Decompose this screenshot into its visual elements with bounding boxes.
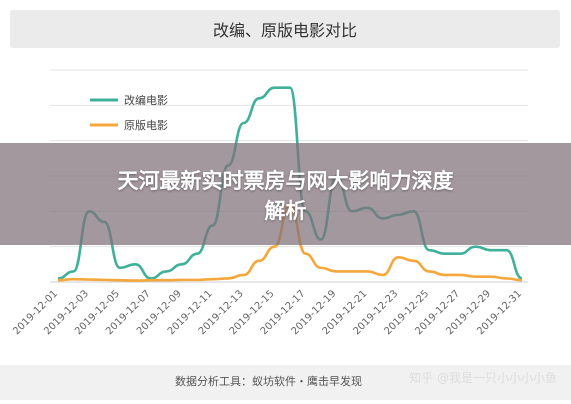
chart-title-bar: 改编、原版电影对比 xyxy=(10,10,560,48)
data-source-text: 数据分析工具：蚁坊软件・鹰击早发现 xyxy=(175,375,362,388)
legend-label: 原版电影 xyxy=(124,118,168,132)
watermark: 知乎 @我是一只小小小小鱼 xyxy=(409,371,557,385)
legend-label: 改编电影 xyxy=(124,93,168,107)
series-line xyxy=(57,86,523,280)
headline-text: 天河最新实时票房与网大影响力深度 解析 xyxy=(10,166,561,226)
chart-title: 改编、原版电影对比 xyxy=(212,21,357,40)
headline-line-2: 解析 xyxy=(264,199,307,223)
headline-line-1: 天河最新实时票房与网大影响力深度 xyxy=(117,169,454,193)
headline-overlay xyxy=(0,143,571,245)
footer-bar xyxy=(0,365,571,400)
